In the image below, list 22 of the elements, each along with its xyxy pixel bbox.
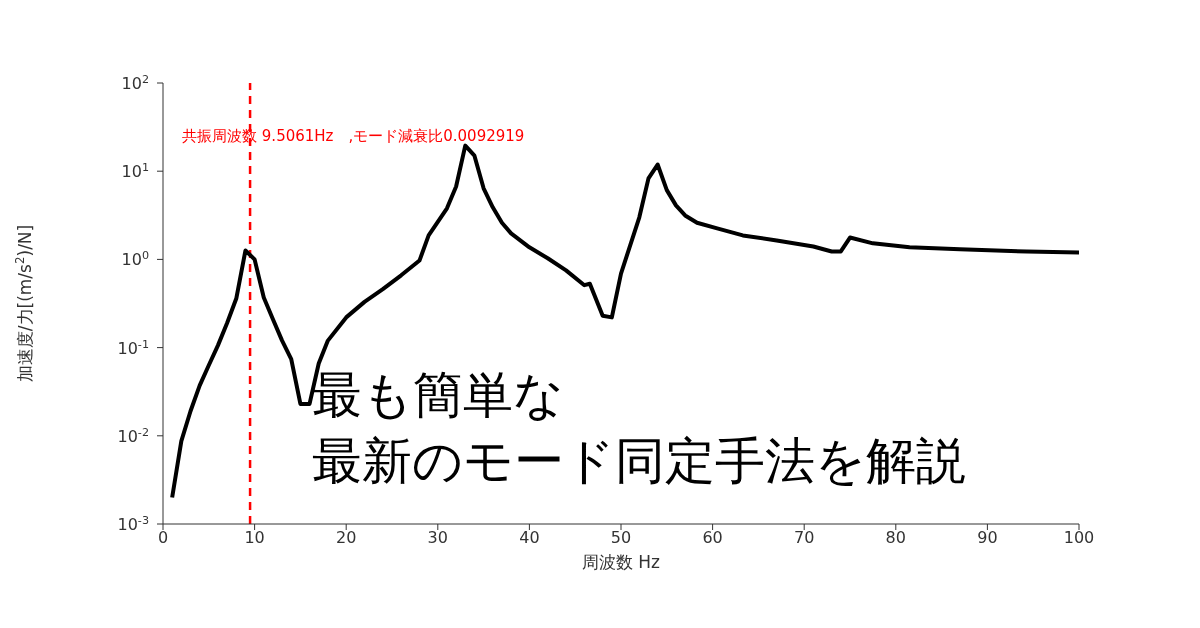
x-axis-title: 周波数 Hz — [581, 552, 661, 572]
x-tick-label: 10 — [244, 528, 265, 548]
ref-line-label: 共振周波数 9.5061Hz ,モード減衰比0.0092919 — [182, 127, 525, 145]
x-tick-label: 0 — [157, 528, 169, 548]
x-tick-label: 60 — [702, 528, 723, 548]
x-tick-label: 70 — [794, 528, 815, 548]
y-tick-label: 10$^{1}$ — [121, 160, 149, 182]
x-tick-label: 30 — [427, 528, 448, 548]
annotation: 最も簡単な — [312, 365, 565, 426]
y-tick-label: 10$^{-1}$ — [117, 337, 149, 358]
x-tick-label: 50 — [610, 528, 632, 548]
y-tick-label: 10$^{2}$ — [121, 72, 149, 93]
y-tick-label: 10$^{-2}$ — [117, 425, 149, 446]
x-tick-label: 100 — [1063, 528, 1095, 548]
x-tick-label: 20 — [336, 528, 357, 548]
annotation: 最新のモード同定手法を解説 — [312, 431, 966, 492]
x-tick-label: 90 — [977, 528, 998, 548]
x-tick-label: 80 — [885, 528, 906, 548]
line-series — [170, 143, 1079, 500]
y-tick-label: 10$^{-3}$ — [117, 513, 149, 534]
x-tick-label: 40 — [519, 528, 540, 548]
y-tick-label: 10$^{0}$ — [121, 248, 149, 270]
